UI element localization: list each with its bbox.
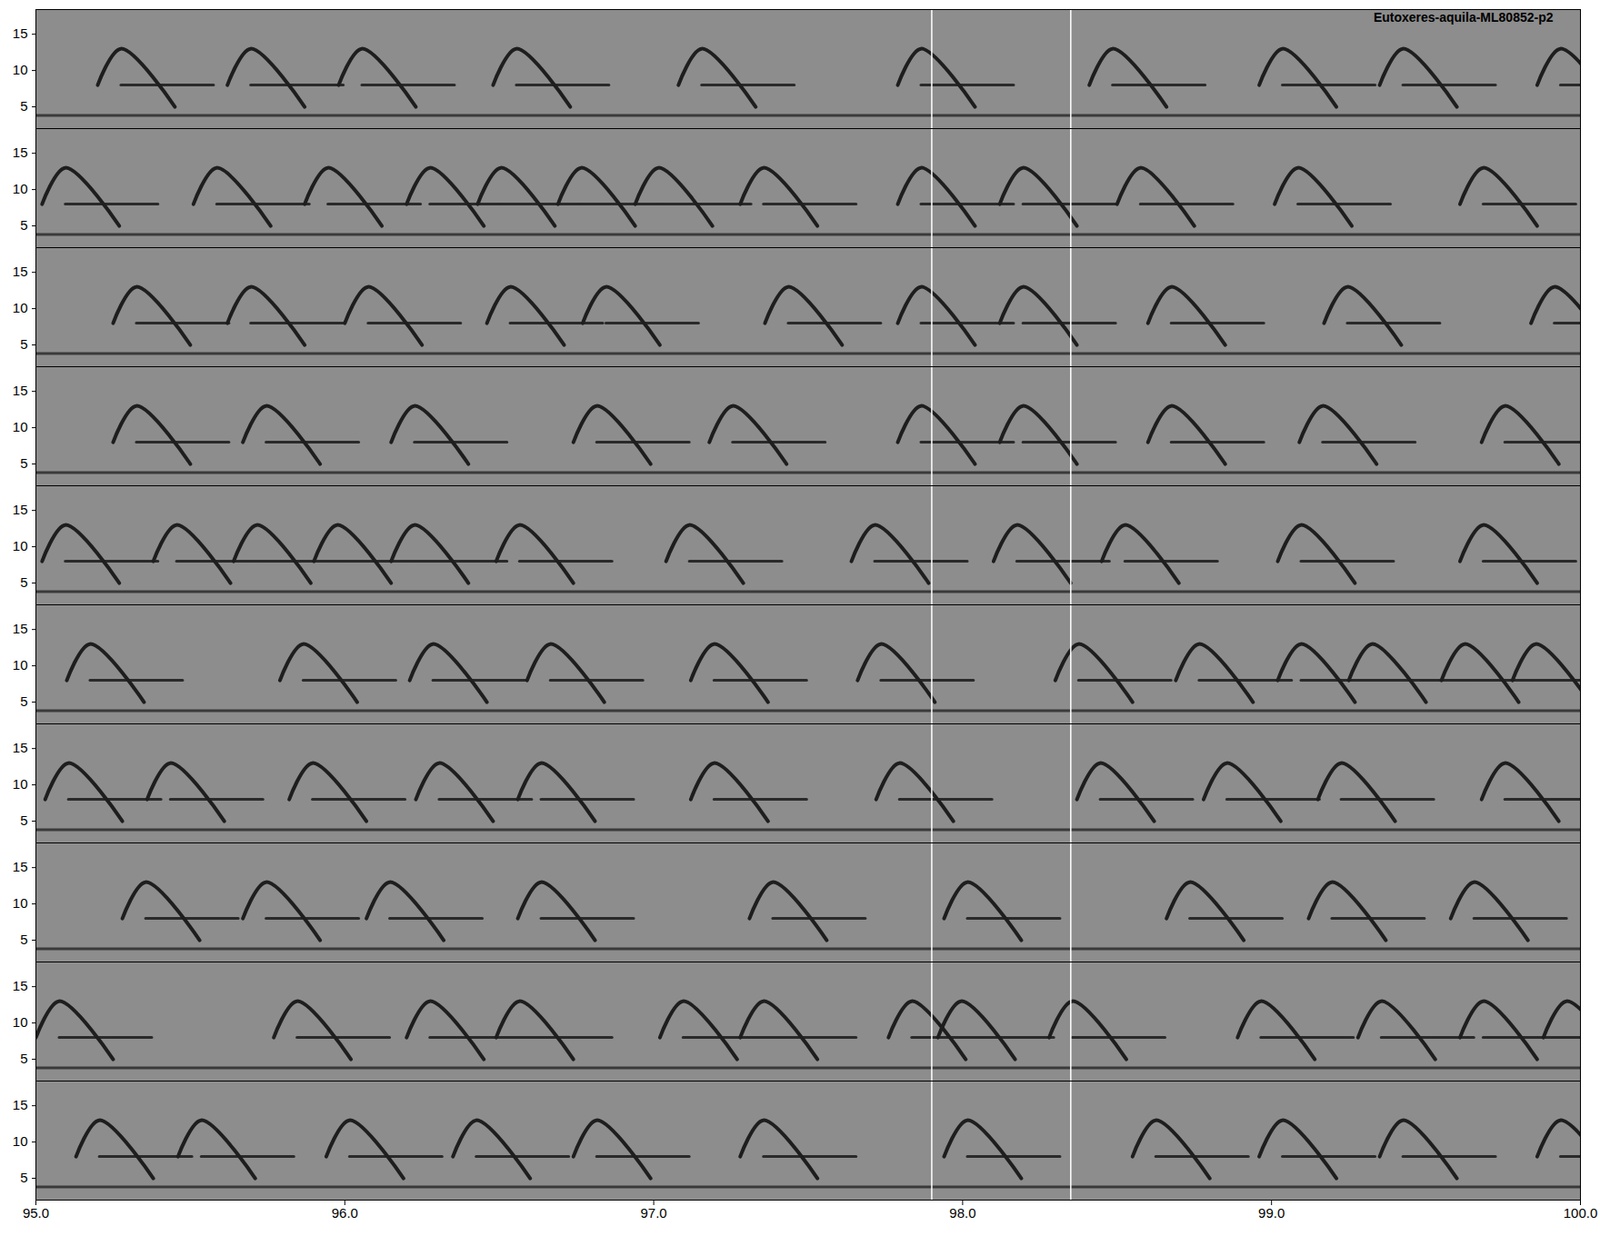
svg-text:15: 15 [12,25,29,41]
svg-text:15: 15 [12,144,29,160]
svg-text:15: 15 [12,978,29,994]
svg-text:15: 15 [12,501,29,518]
svg-text:5: 5 [20,693,28,710]
svg-text:10: 10 [12,657,29,673]
svg-text:15: 15 [12,620,29,637]
svg-text:10: 10 [12,1133,29,1150]
svg-text:10: 10 [12,300,29,316]
svg-text:15: 15 [12,1097,29,1113]
svg-text:5: 5 [20,455,28,471]
svg-text:10: 10 [12,895,29,911]
svg-text:15: 15 [12,740,29,756]
svg-text:10: 10 [12,61,29,78]
svg-text:5: 5 [20,98,28,114]
svg-text:95.0: 95.0 [22,1205,50,1221]
svg-text:5: 5 [20,931,28,948]
svg-text:5: 5 [20,217,28,233]
svg-text:15: 15 [12,859,29,875]
svg-text:10: 10 [12,776,29,792]
svg-text:100.0: 100.0 [1563,1205,1599,1221]
svg-text:5: 5 [20,1170,28,1186]
svg-text:10: 10 [12,180,29,197]
svg-text:96.0: 96.0 [331,1205,359,1221]
svg-text:5: 5 [20,812,28,829]
svg-text:5: 5 [20,1050,28,1067]
svg-text:15: 15 [12,263,29,280]
svg-text:10: 10 [12,1014,29,1030]
svg-text:99.0: 99.0 [1258,1205,1285,1221]
svg-text:98.0: 98.0 [949,1205,976,1221]
svg-text:10: 10 [12,419,29,435]
svg-text:5: 5 [20,574,28,590]
svg-text:Eutoxeres-aquila-ML80852-p2: Eutoxeres-aquila-ML80852-p2 [1373,10,1554,25]
svg-text:5: 5 [20,336,28,352]
svg-text:15: 15 [12,382,29,399]
svg-text:97.0: 97.0 [640,1205,667,1221]
svg-text:10: 10 [12,538,29,554]
